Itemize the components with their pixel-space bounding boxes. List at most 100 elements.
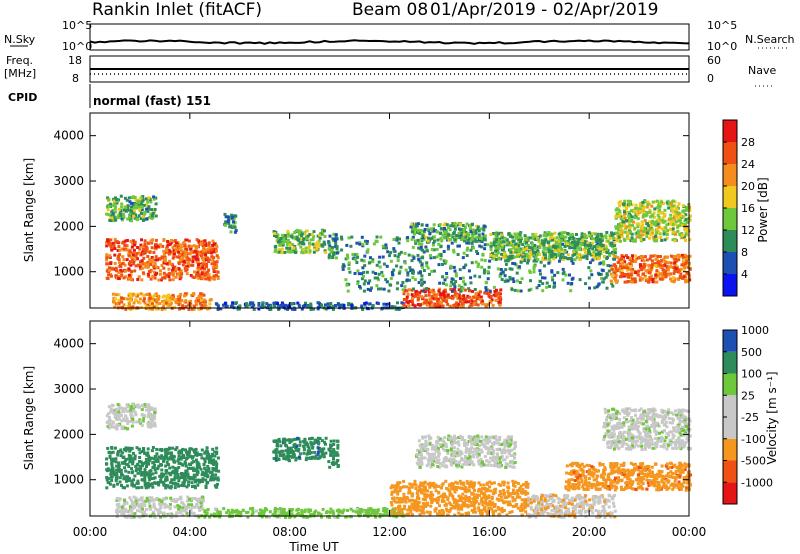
power-cell xyxy=(426,227,430,231)
power-cell xyxy=(214,302,218,306)
power-cell xyxy=(139,260,142,264)
power-cell xyxy=(619,227,623,231)
power-cell xyxy=(451,235,455,239)
power-cell xyxy=(161,276,164,280)
power-cell xyxy=(131,212,135,216)
power-cell xyxy=(640,224,644,228)
power-cell xyxy=(606,239,610,243)
power-cell xyxy=(688,267,692,271)
power-cell xyxy=(659,272,663,276)
power-cell xyxy=(498,274,502,278)
power-cell xyxy=(369,288,372,292)
velocity-cell xyxy=(183,477,187,481)
power-cell xyxy=(506,259,510,263)
power-cell xyxy=(327,246,331,250)
power-cell xyxy=(114,266,118,270)
power-cell xyxy=(160,308,164,311)
power-cell xyxy=(328,234,332,238)
power-cell xyxy=(639,232,643,236)
power-cell xyxy=(204,248,208,252)
power-cell xyxy=(408,278,411,282)
power-cell xyxy=(476,262,480,266)
power-cell xyxy=(234,214,238,218)
power-cell xyxy=(576,246,580,250)
power-cell xyxy=(148,258,152,262)
power-cell xyxy=(517,237,520,241)
velocity-cell xyxy=(314,440,318,444)
power-cell xyxy=(149,239,153,243)
power-cell xyxy=(113,297,117,301)
power-ytick-label: 3000 xyxy=(53,174,84,188)
power-cell xyxy=(673,200,677,204)
velocity-cell xyxy=(109,451,113,455)
power-cell xyxy=(302,248,306,252)
power-cell xyxy=(456,244,460,248)
power-cell xyxy=(685,229,689,233)
power-cell xyxy=(511,256,515,260)
power-cell xyxy=(107,197,111,201)
power-cell xyxy=(605,257,609,260)
power-cell xyxy=(437,242,441,246)
power-cell xyxy=(129,217,133,221)
power-cell xyxy=(120,216,124,220)
power-cell xyxy=(557,240,561,244)
power-cell xyxy=(541,241,545,245)
power-cell xyxy=(466,294,470,298)
power-cell xyxy=(511,261,515,265)
power-cell xyxy=(677,211,680,215)
power-cell xyxy=(290,250,294,254)
power-cell xyxy=(173,265,177,269)
power-cell xyxy=(323,242,327,246)
power-cell xyxy=(282,305,286,309)
velocity-cell xyxy=(213,484,217,488)
power-cell xyxy=(125,239,129,242)
power-cell xyxy=(213,274,217,278)
power-cell xyxy=(138,208,141,212)
power-cell xyxy=(428,254,432,258)
power-cell xyxy=(460,302,464,306)
velocity-cell xyxy=(129,457,133,461)
power-cell xyxy=(494,246,498,250)
velocity-cell xyxy=(210,461,214,465)
power-cell xyxy=(475,235,479,239)
velocity-cell xyxy=(191,505,194,509)
power-cell xyxy=(647,263,651,267)
power-cell xyxy=(406,271,410,275)
power-cell xyxy=(204,255,208,259)
power-cell xyxy=(140,259,144,263)
velocity-cell xyxy=(187,503,191,507)
power-cell xyxy=(451,224,455,228)
power-cell xyxy=(636,225,640,229)
power-cell xyxy=(347,302,351,306)
power-cell xyxy=(455,301,459,305)
power-cell xyxy=(502,245,506,249)
power-cell xyxy=(633,226,637,230)
velocity-cell xyxy=(197,463,201,466)
power-cell xyxy=(128,215,131,219)
power-cell xyxy=(638,256,642,260)
power-cell xyxy=(499,240,502,244)
power-cell xyxy=(665,230,669,234)
power-cell xyxy=(411,303,415,307)
power-cell xyxy=(664,226,668,230)
velocity-cell xyxy=(118,469,122,473)
power-cell xyxy=(120,202,124,206)
power-cell xyxy=(302,237,306,241)
velocity-cell xyxy=(137,486,141,490)
power-cell xyxy=(168,303,172,307)
power-cell xyxy=(492,293,496,297)
velocity-cell xyxy=(176,473,180,477)
power-cell xyxy=(588,286,591,290)
power-cell xyxy=(548,284,552,288)
power-cell xyxy=(210,262,214,266)
velocity-cell xyxy=(197,506,200,510)
power-cell xyxy=(617,235,621,239)
power-cell xyxy=(665,223,669,227)
power-cell xyxy=(150,214,154,218)
velocity-cell xyxy=(336,443,340,447)
power-cell xyxy=(187,303,191,307)
power-cell xyxy=(406,236,410,239)
velocity-cell xyxy=(160,474,164,478)
power-cell xyxy=(628,202,632,206)
velocity-cell xyxy=(114,479,118,483)
